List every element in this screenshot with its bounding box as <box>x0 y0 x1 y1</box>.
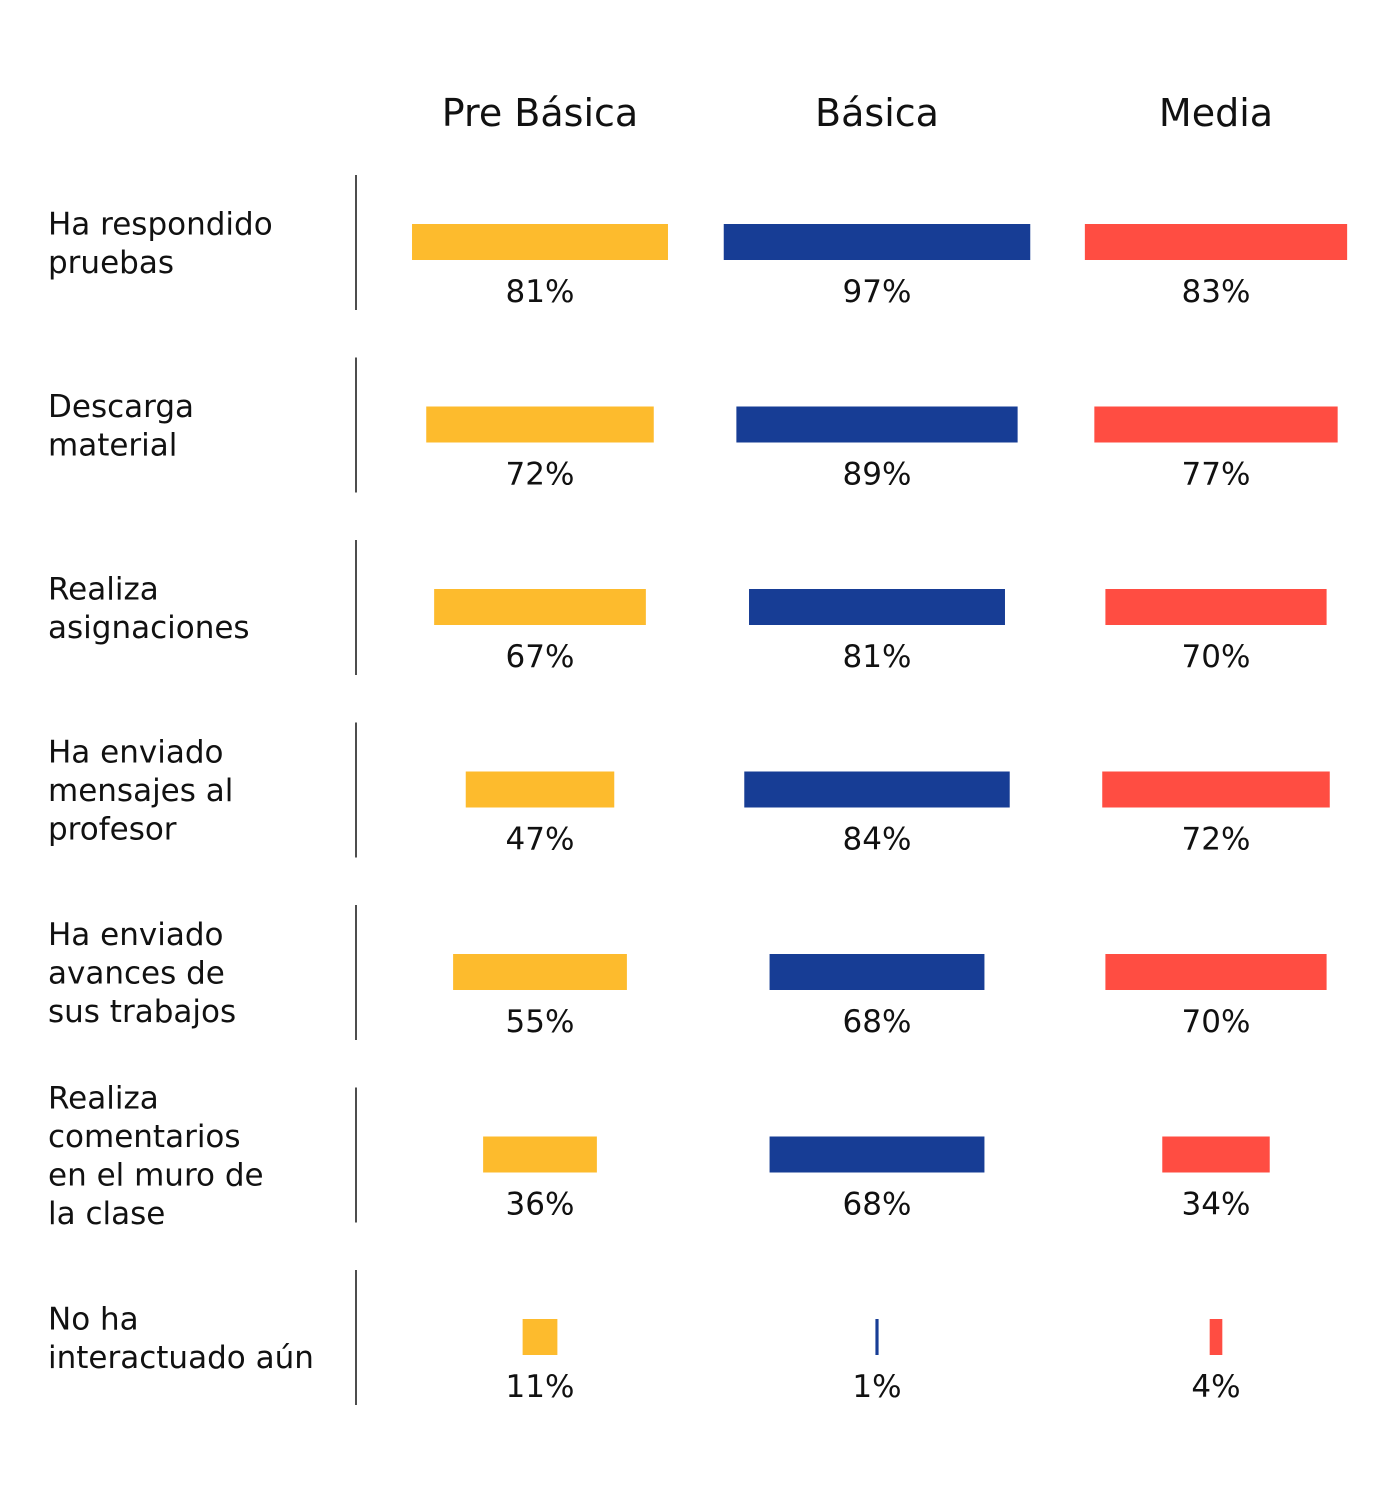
bar <box>434 589 646 625</box>
category-label: Ha enviado avances de sus trabajos <box>48 917 236 1030</box>
category-label-line: Realiza <box>48 1080 159 1116</box>
category-label-line: mensajes al <box>48 773 233 809</box>
category-label-line: en el muro de <box>48 1157 264 1193</box>
bar <box>1162 1136 1270 1173</box>
bar <box>465 771 615 808</box>
category-label: Descarga material <box>48 389 194 464</box>
category-label-line: avances de <box>48 956 225 992</box>
column-header-2: Básica <box>815 91 939 135</box>
value-label: 55% <box>506 1004 575 1040</box>
column-header-1: Pre Básica <box>442 91 638 135</box>
value-label: 1% <box>852 1369 901 1405</box>
category-label-line: asignaciones <box>48 610 250 646</box>
category-label-line: interactuado aún <box>48 1340 314 1376</box>
value-label: 47% <box>506 822 575 858</box>
value-label: 72% <box>1182 822 1251 858</box>
category-label-line: profesor <box>48 812 177 848</box>
bar <box>723 224 1031 260</box>
category-label-line: comentarios <box>48 1119 241 1155</box>
category-label-line: material <box>48 427 177 463</box>
value-label: 68% <box>843 1004 912 1040</box>
bar <box>769 954 985 990</box>
category-label-line: Ha enviado <box>48 917 223 953</box>
bar <box>1209 1319 1223 1355</box>
value-label: 36% <box>506 1187 575 1223</box>
bar <box>875 1319 879 1355</box>
bar <box>1084 224 1348 260</box>
value-label: 67% <box>506 639 575 675</box>
bar <box>483 1136 597 1173</box>
value-label: 4% <box>1191 1369 1240 1405</box>
bar <box>1094 406 1338 443</box>
column-header-3: Media <box>1159 91 1273 135</box>
bar <box>522 1319 558 1355</box>
bar <box>453 954 627 990</box>
value-label: 68% <box>843 1187 912 1223</box>
value-label: 81% <box>843 639 912 675</box>
category-label-line: pruebas <box>48 245 174 281</box>
category-label-line: sus trabajos <box>48 994 236 1030</box>
category-label-line: Ha respondido <box>48 206 273 242</box>
bar <box>749 589 1005 625</box>
value-label: 81% <box>506 274 575 310</box>
value-label: 97% <box>843 274 912 310</box>
bar <box>1105 954 1327 990</box>
category-label-line: Realiza <box>48 571 159 607</box>
category-label: Ha respondido pruebas <box>48 206 273 281</box>
category-label-line: Descarga <box>48 389 194 425</box>
value-label: 70% <box>1182 1004 1251 1040</box>
value-label: 77% <box>1182 457 1251 493</box>
value-label: 83% <box>1182 274 1251 310</box>
category-label-line: No ha <box>48 1301 139 1337</box>
category-label-line: Ha enviado <box>48 735 223 771</box>
category-label-line: la clase <box>48 1196 165 1232</box>
category-label: No ha interactuado aún <box>48 1301 314 1376</box>
value-label: 70% <box>1182 639 1251 675</box>
value-label: 72% <box>506 457 575 493</box>
bar <box>426 406 654 443</box>
bar <box>736 406 1018 443</box>
value-label: 89% <box>843 457 912 493</box>
category-label: Ha enviado mensajes al profesor <box>48 735 233 848</box>
bar <box>1105 589 1327 625</box>
bar <box>769 1136 985 1173</box>
bar <box>744 771 1010 808</box>
value-label: 11% <box>506 1369 575 1405</box>
category-label: Realiza asignaciones <box>48 571 250 646</box>
value-label: 34% <box>1182 1187 1251 1223</box>
bar <box>1102 771 1330 808</box>
bar <box>412 224 668 260</box>
value-label: 84% <box>843 822 912 858</box>
category-label: Realiza comentarios en el muro de la clase <box>48 1080 264 1232</box>
